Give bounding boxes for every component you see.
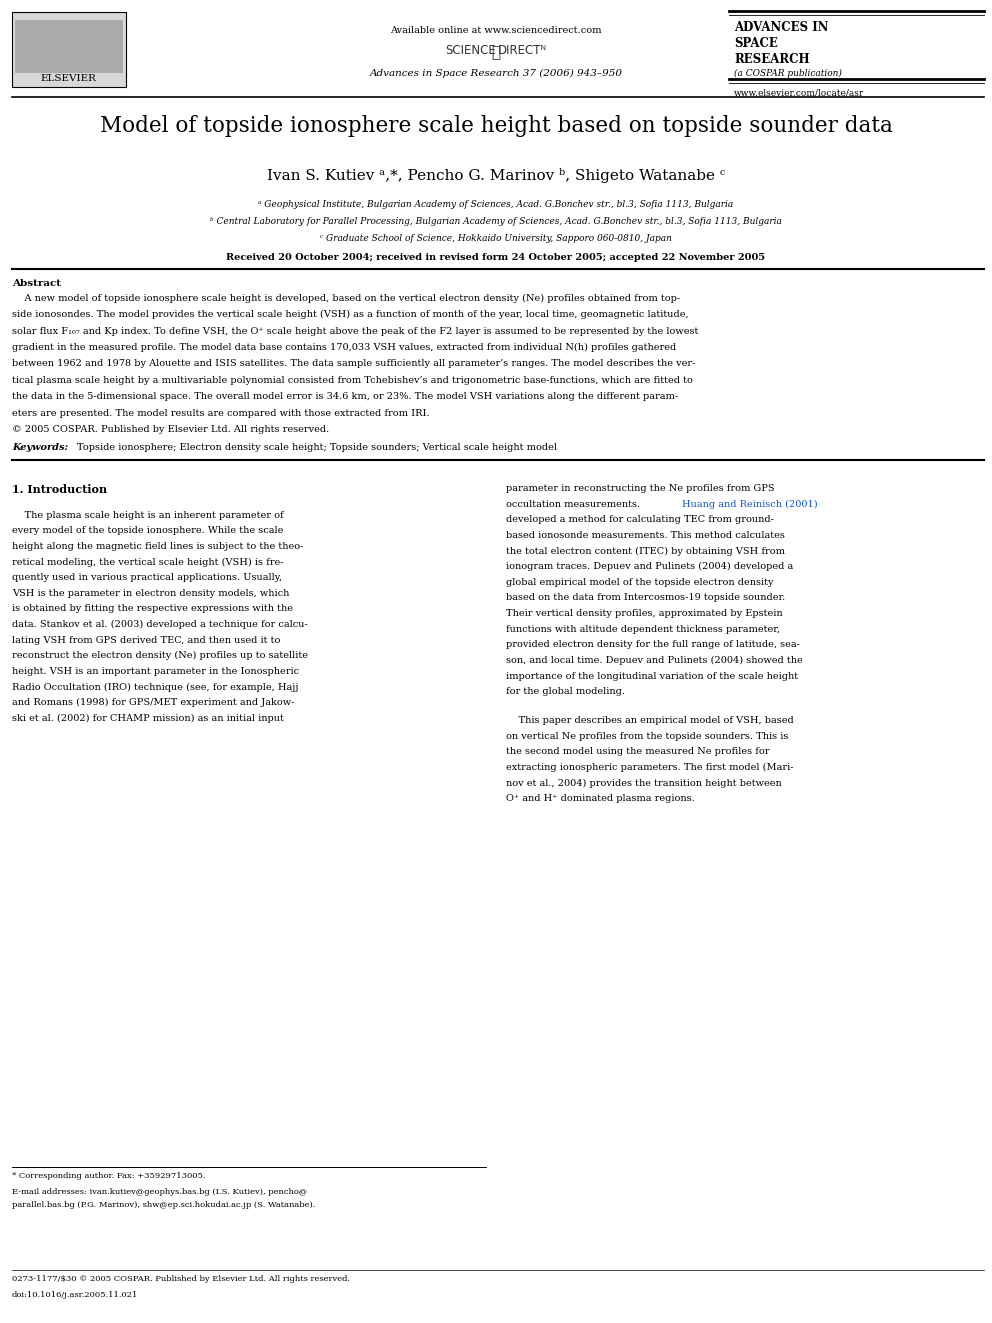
Text: the data in the 5-dimensional space. The overall model error is 34.6 km, or 23%.: the data in the 5-dimensional space. The… (12, 392, 678, 401)
Text: height along the magnetic field lines is subject to the theo-: height along the magnetic field lines is… (12, 542, 304, 550)
Text: Available online at www.sciencedirect.com: Available online at www.sciencedirect.co… (390, 26, 602, 36)
Text: 1. Introduction: 1. Introduction (12, 484, 107, 495)
Text: side ionosondes. The model provides the vertical scale height (VSH) as a functio: side ionosondes. The model provides the … (12, 310, 688, 319)
Text: Advances in Space Research 37 (2006) 943–950: Advances in Space Research 37 (2006) 943… (369, 69, 623, 78)
Text: for the global modeling.: for the global modeling. (506, 687, 625, 696)
Text: height. VSH is an important parameter in the Ionospheric: height. VSH is an important parameter in… (12, 667, 299, 676)
Text: eters are presented. The model results are compared with those extracted from IR: eters are presented. The model results a… (12, 409, 430, 418)
Text: Keywords:: Keywords: (12, 443, 68, 452)
Text: ᵃ Geophysical Institute, Bulgarian Academy of Sciences, Acad. G.Bonchev str., bl: ᵃ Geophysical Institute, Bulgarian Acade… (258, 200, 734, 209)
Text: DIRECTᴺ: DIRECTᴺ (498, 44, 547, 57)
Text: occultation measurements.: occultation measurements. (506, 500, 643, 509)
Text: provided electron density for the full range of latitude, sea-: provided electron density for the full r… (506, 640, 800, 650)
Text: doi:10.1016/j.asr.2005.11.021: doi:10.1016/j.asr.2005.11.021 (12, 1291, 138, 1299)
Text: parallel.bas.bg (P.G. Marinov), shw@ep.sci.hokudai.ac.jp (S. Watanabe).: parallel.bas.bg (P.G. Marinov), shw@ep.s… (12, 1201, 315, 1209)
Text: (a COSPAR publication): (a COSPAR publication) (734, 69, 842, 78)
Text: on vertical Ne profiles from the topside sounders. This is: on vertical Ne profiles from the topside… (506, 732, 789, 741)
Text: is obtained by fitting the respective expressions with the: is obtained by fitting the respective ex… (12, 605, 293, 614)
Text: SPACE: SPACE (734, 37, 778, 50)
Text: Received 20 October 2004; received in revised form 24 October 2005; accepted 22 : Received 20 October 2004; received in re… (226, 253, 766, 262)
Text: Their vertical density profiles, approximated by Epstein: Their vertical density profiles, approxi… (506, 609, 783, 618)
Text: importance of the longitudinal variation of the scale height: importance of the longitudinal variation… (506, 672, 798, 680)
Text: O⁺ and H⁺ dominated plasma regions.: O⁺ and H⁺ dominated plasma regions. (506, 794, 694, 803)
Text: son, and local time. Depuev and Pulinets (2004) showed the: son, and local time. Depuev and Pulinets… (506, 656, 803, 665)
Text: reconstruct the electron density (Ne) profiles up to satellite: reconstruct the electron density (Ne) pr… (12, 651, 308, 660)
Text: SCIENCE: SCIENCE (445, 44, 496, 57)
Text: Radio Occultation (IRO) technique (see, for example, Hajj: Radio Occultation (IRO) technique (see, … (12, 683, 299, 692)
Text: ᵇ Central Laboratory for Parallel Processing, Bulgarian Academy of Sciences, Aca: ᵇ Central Laboratory for Parallel Proces… (210, 217, 782, 226)
Text: nov et al., 2004) provides the transition height between: nov et al., 2004) provides the transitio… (506, 778, 782, 787)
Text: ski et al. (2002) for CHAMP mission) as an initial input: ski et al. (2002) for CHAMP mission) as … (12, 713, 284, 722)
Text: ⓐ: ⓐ (491, 45, 501, 60)
Text: The plasma scale height is an inherent parameter of: The plasma scale height is an inherent p… (12, 511, 284, 520)
Text: quently used in various practical applications. Usually,: quently used in various practical applic… (12, 573, 282, 582)
Text: www.elsevier.com/locate/asr: www.elsevier.com/locate/asr (734, 89, 864, 98)
Text: based on the data from Intercosmos-19 topside sounder.: based on the data from Intercosmos-19 to… (506, 594, 786, 602)
Text: Abstract: Abstract (12, 279, 61, 288)
Text: Huang and Reinisch (2001): Huang and Reinisch (2001) (682, 500, 818, 509)
FancyBboxPatch shape (12, 12, 126, 87)
Text: ionogram traces. Depuev and Pulinets (2004) developed a: ionogram traces. Depuev and Pulinets (20… (506, 562, 794, 572)
Text: ELSEVIER: ELSEVIER (41, 74, 96, 83)
Text: 0273-1177/$30 © 2005 COSPAR. Published by Elsevier Ltd. All rights reserved.: 0273-1177/$30 © 2005 COSPAR. Published b… (12, 1275, 350, 1283)
Text: and Romans (1998) for GPS/MET experiment and Jakow-: and Romans (1998) for GPS/MET experiment… (12, 699, 295, 706)
Text: RESEARCH: RESEARCH (734, 53, 809, 66)
Text: Ivan S. Kutiev ᵃ,*, Pencho G. Marinov ᵇ, Shigeto Watanabe ᶜ: Ivan S. Kutiev ᵃ,*, Pencho G. Marinov ᵇ,… (267, 168, 725, 183)
Text: © 2005 COSPAR. Published by Elsevier Ltd. All rights reserved.: © 2005 COSPAR. Published by Elsevier Ltd… (12, 425, 329, 434)
Text: lating VSH from GPS derived TEC, and then used it to: lating VSH from GPS derived TEC, and the… (12, 635, 281, 644)
Text: the total electron content (ITEC) by obtaining VSH from: the total electron content (ITEC) by obt… (506, 546, 785, 556)
Text: parameter in reconstructing the Ne profiles from GPS: parameter in reconstructing the Ne profi… (506, 484, 775, 493)
Text: Model of topside ionosphere scale height based on topside sounder data: Model of topside ionosphere scale height… (99, 115, 893, 138)
Text: * Corresponding author. Fax: +35929713005.: * Corresponding author. Fax: +3592971300… (12, 1172, 205, 1180)
Text: Topside ionosphere; Electron density scale height; Topside sounders; Vertical sc: Topside ionosphere; Electron density sca… (77, 443, 558, 452)
Text: between 1962 and 1978 by Alouette and ISIS satellites. The data sample sufficien: between 1962 and 1978 by Alouette and IS… (12, 360, 695, 368)
Text: based ionosonde measurements. This method calculates: based ionosonde measurements. This metho… (506, 531, 785, 540)
Text: ᶜ Graduate School of Science, Hokkaido University, Sapporo 060-0810, Japan: ᶜ Graduate School of Science, Hokkaido U… (320, 234, 672, 243)
Text: every model of the topside ionosphere. While the scale: every model of the topside ionosphere. W… (12, 527, 284, 536)
Text: gradient in the measured profile. The model data base contains 170,033 VSH value: gradient in the measured profile. The mo… (12, 343, 677, 352)
Text: tical plasma scale height by a multivariable polynomial consisted from Tchebishe: tical plasma scale height by a multivari… (12, 376, 692, 385)
Text: functions with altitude dependent thickness parameter,: functions with altitude dependent thickn… (506, 624, 780, 634)
Text: ADVANCES IN: ADVANCES IN (734, 21, 828, 34)
Text: retical modeling, the vertical scale height (VSH) is fre-: retical modeling, the vertical scale hei… (12, 557, 284, 566)
Text: extracting ionospheric parameters. The first model (Mari-: extracting ionospheric parameters. The f… (506, 763, 794, 771)
Text: A new model of topside ionosphere scale height is developed, based on the vertic: A new model of topside ionosphere scale … (12, 294, 681, 303)
Text: solar flux F₁₀₇ and Kp index. To define VSH, the O⁺ scale height above the peak : solar flux F₁₀₇ and Kp index. To define … (12, 327, 698, 336)
FancyBboxPatch shape (15, 20, 123, 73)
Text: global empirical model of the topside electron density: global empirical model of the topside el… (506, 578, 774, 587)
Text: developed a method for calculating TEC from ground-: developed a method for calculating TEC f… (506, 516, 774, 524)
Text: the second model using the measured Ne profiles for: the second model using the measured Ne p… (506, 747, 770, 757)
Text: This paper describes an empirical model of VSH, based: This paper describes an empirical model … (506, 716, 794, 725)
Text: data. Stankov et al. (2003) developed a technique for calcu-: data. Stankov et al. (2003) developed a … (12, 620, 308, 628)
Text: VSH is the parameter in electron density models, which: VSH is the parameter in electron density… (12, 589, 290, 598)
Text: E-mail addresses: ivan.kutiev@geophys.bas.bg (I.S. Kutiev), pencho@: E-mail addresses: ivan.kutiev@geophys.ba… (12, 1188, 308, 1196)
